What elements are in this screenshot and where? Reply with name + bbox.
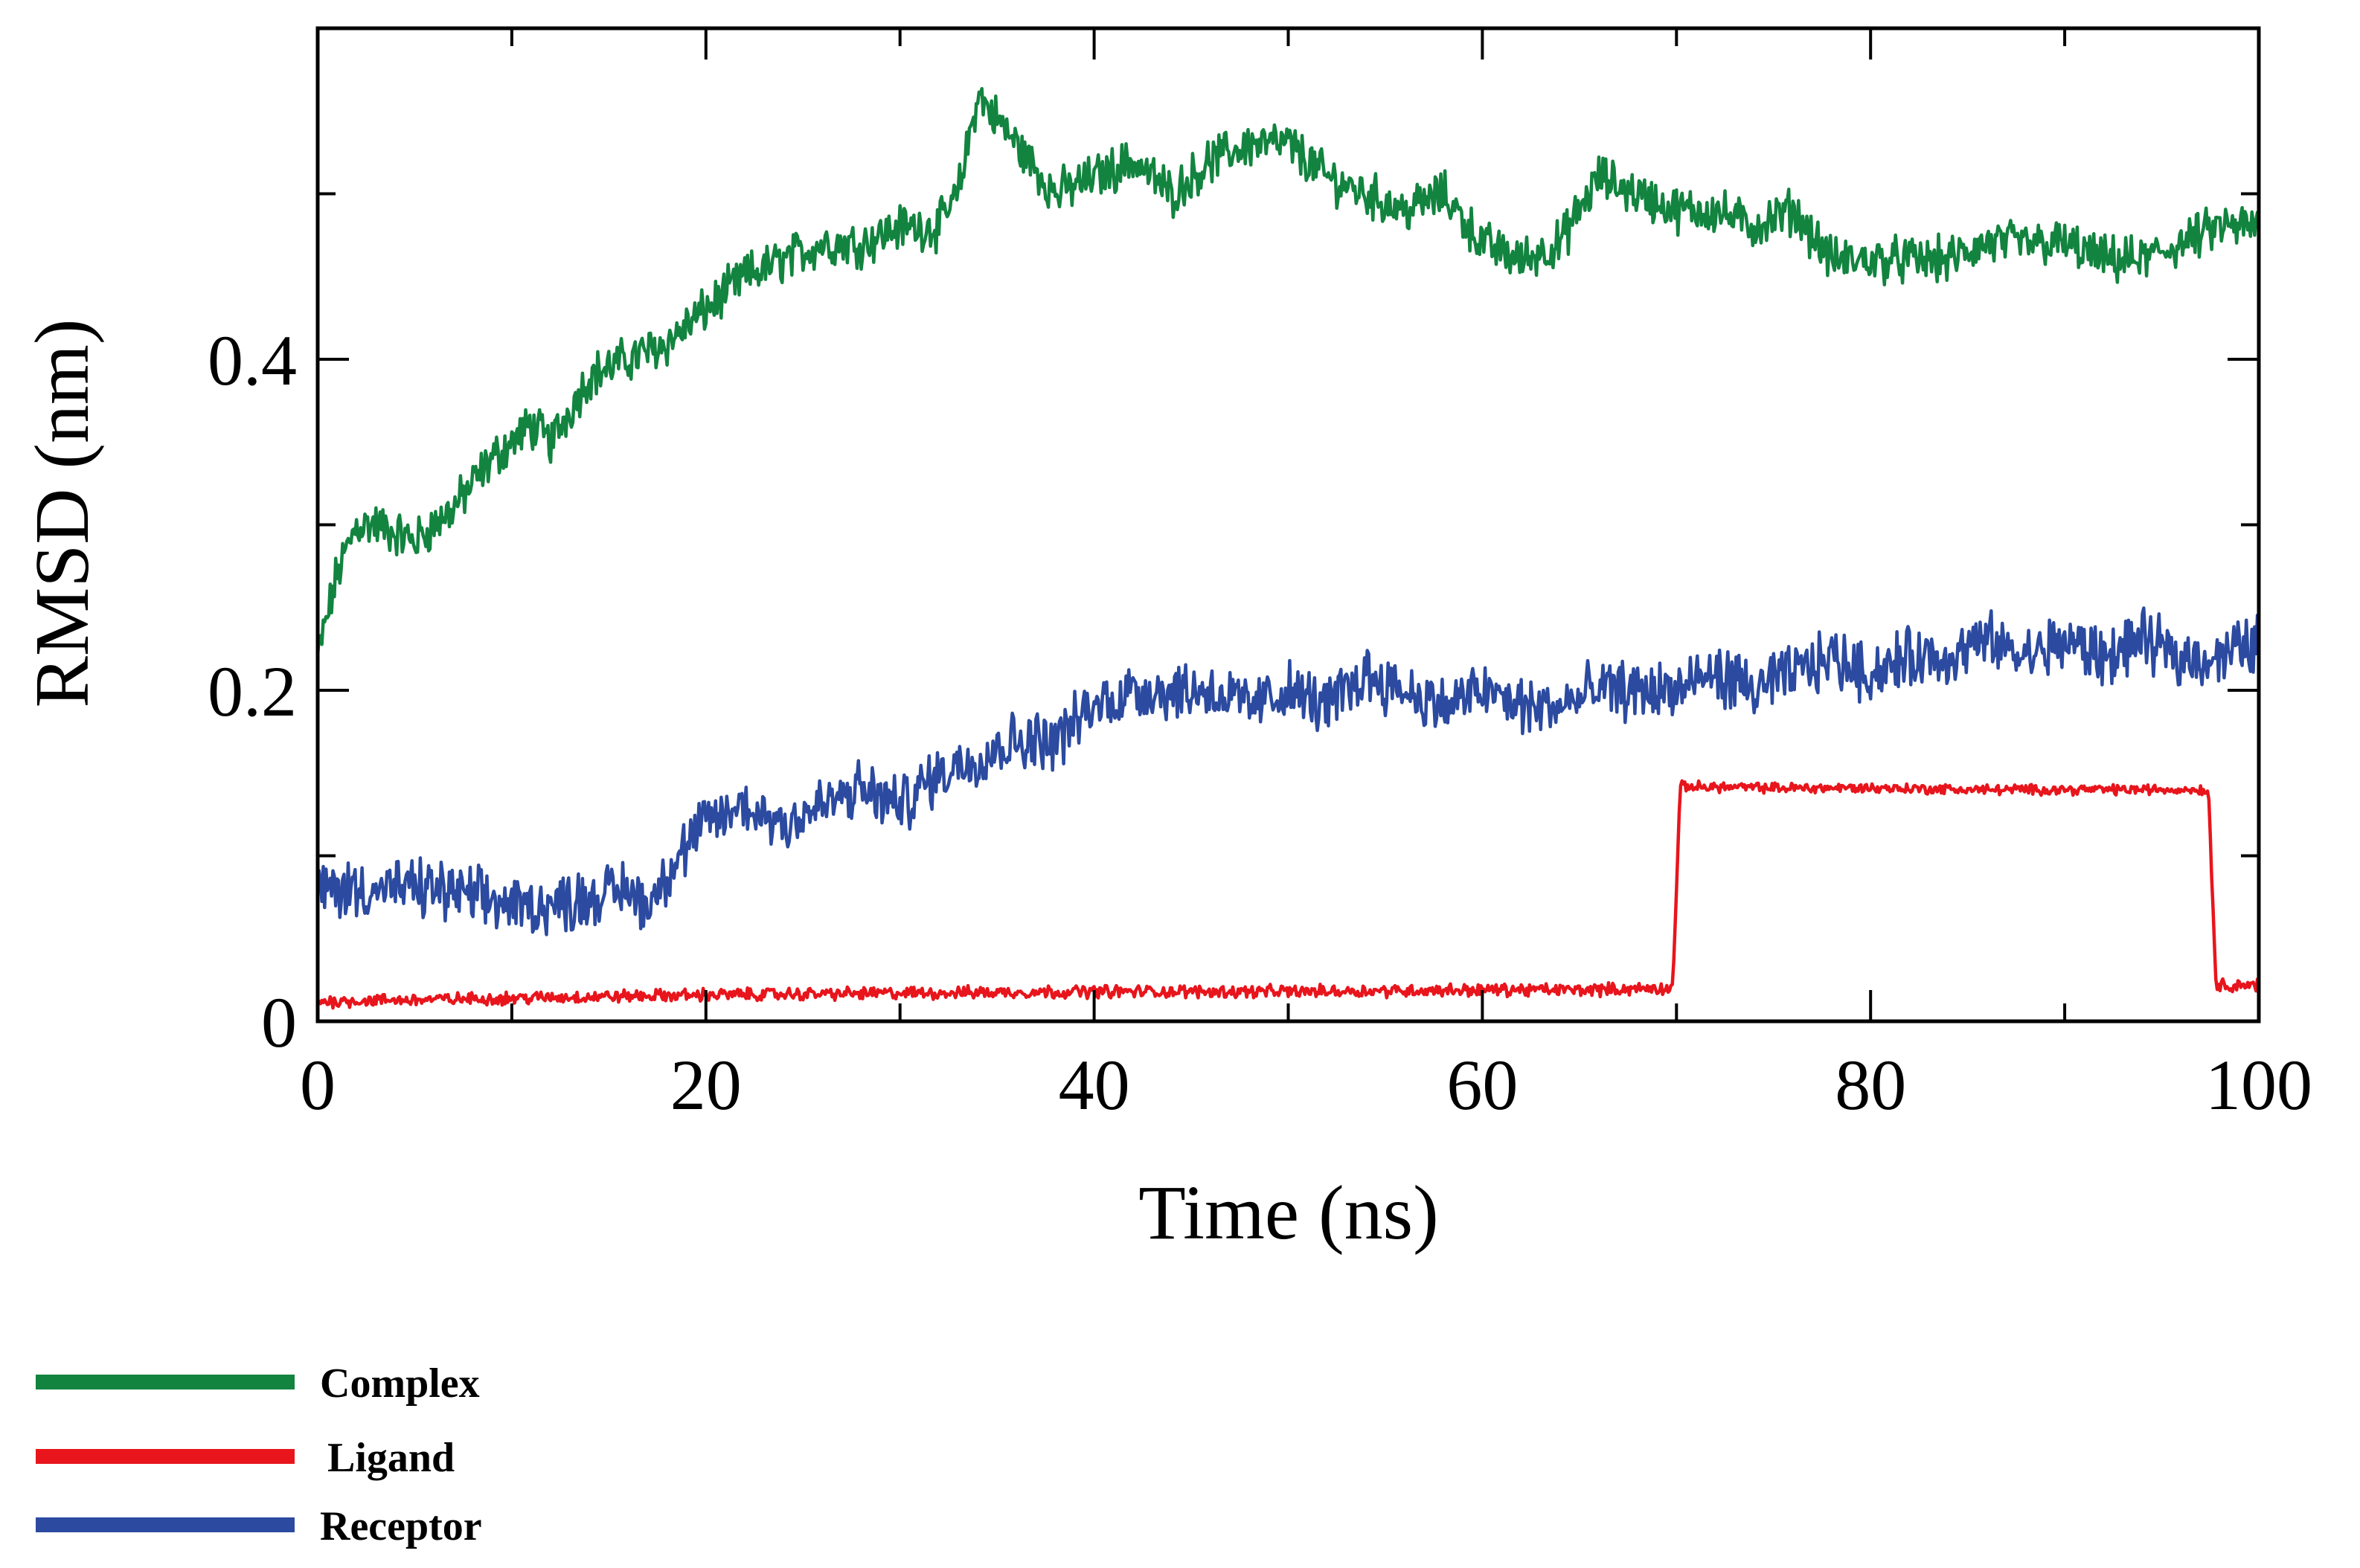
legend-label-complex: Complex <box>320 1360 480 1407</box>
x-tick-label: 40 <box>1059 1045 1130 1125</box>
x-tick-label: 80 <box>1835 1045 1906 1125</box>
x-tick-label: 20 <box>670 1045 742 1125</box>
series-layer <box>318 86 2259 1010</box>
y-tick-label: 0.2 <box>208 652 297 731</box>
series-line-ligand <box>318 779 2259 1010</box>
x-tick-label: 60 <box>1446 1045 1518 1125</box>
x-tick-label: 100 <box>2205 1045 2312 1125</box>
axes-layer: 0 20 40 60 80 100 0 0.2 0.4 <box>208 26 2312 1125</box>
y-axis-title: RMSD (nm) <box>19 319 105 708</box>
legend-label-receptor: Receptor <box>320 1503 482 1549</box>
y-tick-label: 0.4 <box>208 321 297 400</box>
legend: Complex Ligand Receptor <box>36 1360 482 1549</box>
series-line-receptor <box>318 606 2259 936</box>
x-axis-title: Time (ns) <box>1138 1170 1439 1256</box>
series-line-complex <box>318 86 2259 655</box>
x-tick-label: 0 <box>300 1045 336 1125</box>
legend-label-ligand: Ligand <box>327 1435 455 1481</box>
y-tick-label: 0 <box>261 983 297 1062</box>
